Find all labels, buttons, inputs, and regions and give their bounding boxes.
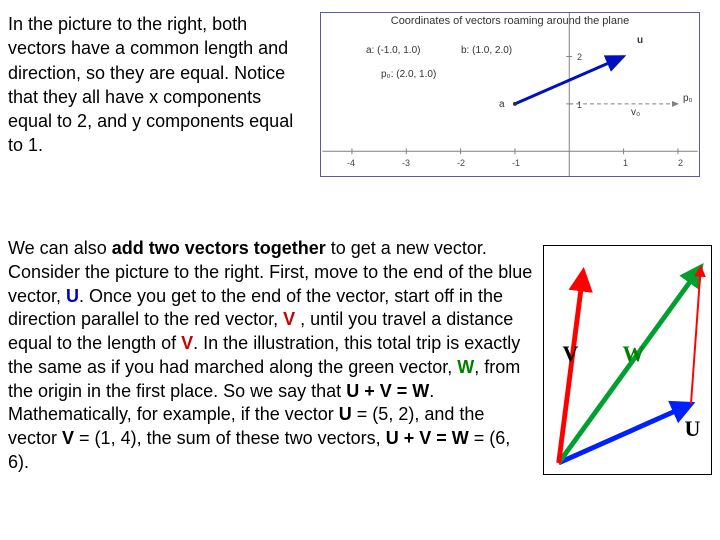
label-u: u	[637, 35, 643, 46]
intro-paragraph: In the picture to the right, both vector…	[8, 12, 308, 177]
xtick: -1	[512, 158, 520, 168]
ytick: 1	[577, 100, 582, 110]
label-U: U	[684, 416, 700, 442]
label-a-coords: a: (-1.0, 1.0)	[366, 45, 420, 56]
xtick: 1	[623, 158, 628, 168]
label-p0-point: p₀	[683, 93, 693, 104]
xtick: -3	[402, 158, 410, 168]
label-a-point: a	[499, 99, 505, 110]
label-p0-coords: p₀: (2.0, 1.0)	[381, 69, 436, 80]
label-V: V	[562, 341, 578, 367]
vector-V-translated	[691, 267, 701, 404]
vector-addition-diagram: V W U	[543, 245, 712, 475]
label-b-coords: b: (1.0, 2.0)	[461, 45, 512, 56]
coordinate-chart: Coordinates of vectors roaming around th…	[320, 12, 700, 177]
addition-paragraph: We can also add two vectors together to …	[8, 237, 533, 475]
xtick: 2	[678, 158, 683, 168]
point-a	[513, 102, 517, 106]
ytick: 2	[577, 52, 582, 62]
xtick: -4	[347, 158, 355, 168]
xtick: -2	[457, 158, 465, 168]
label-W: W	[622, 341, 644, 367]
label-v0: v₀	[631, 107, 640, 118]
